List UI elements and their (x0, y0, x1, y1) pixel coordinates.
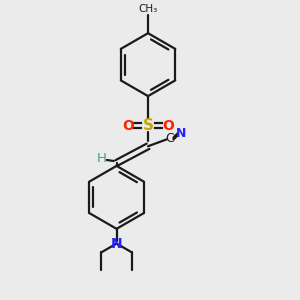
Text: N: N (176, 127, 187, 140)
Text: O: O (162, 118, 174, 133)
Text: N: N (111, 237, 122, 250)
Text: H: H (97, 152, 107, 164)
Text: C: C (165, 132, 174, 145)
Text: S: S (142, 118, 154, 133)
Text: CH₃: CH₃ (138, 4, 158, 14)
Text: O: O (122, 118, 134, 133)
